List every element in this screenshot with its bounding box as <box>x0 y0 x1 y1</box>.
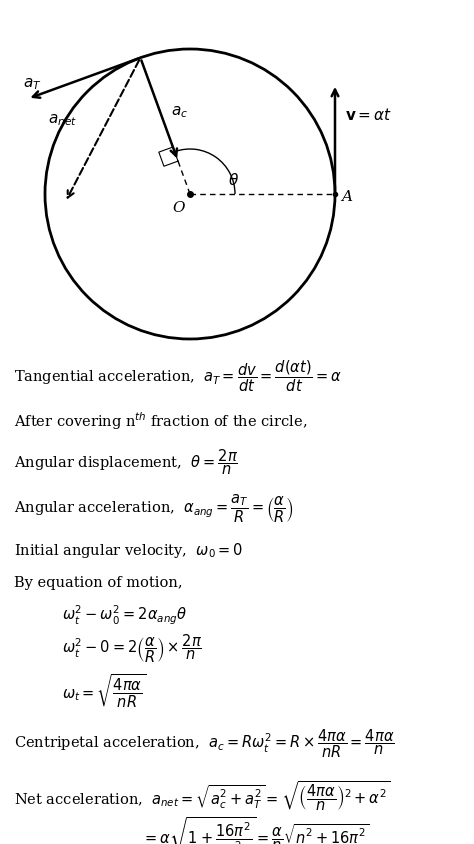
Text: By equation of motion,: By equation of motion, <box>14 576 183 589</box>
Text: Net acceleration,  $a_{net} = \sqrt{a_c^2 + a_T^2} = \sqrt{\left(\dfrac{4\pi\alp: Net acceleration, $a_{net} = \sqrt{a_c^2… <box>14 778 391 812</box>
Text: $a_T$: $a_T$ <box>23 77 41 92</box>
Text: $= \alpha\sqrt{1 + \dfrac{16\pi^2}{n^2}} = \dfrac{\alpha}{n}\sqrt{n^2 + 16\pi^2}: $= \alpha\sqrt{1 + \dfrac{16\pi^2}{n^2}}… <box>142 814 369 844</box>
Text: A: A <box>341 190 352 203</box>
Text: $\omega_t^2 - \omega_0^2 = 2\alpha_{ang}\theta$: $\omega_t^2 - \omega_0^2 = 2\alpha_{ang}… <box>62 603 187 626</box>
Text: $\mathbf{v} = \alpha t$: $\mathbf{v} = \alpha t$ <box>345 107 392 123</box>
Text: $\omega_t = \sqrt{\dfrac{4\pi\alpha}{nR}}$: $\omega_t = \sqrt{\dfrac{4\pi\alpha}{nR}… <box>62 672 146 709</box>
Text: $\theta$: $\theta$ <box>228 172 239 187</box>
Text: Initial angular velocity,  $\omega_0 = 0$: Initial angular velocity, $\omega_0 = 0$ <box>14 541 244 560</box>
Text: Angular displacement,  $\theta = \dfrac{2\pi}{n}$: Angular displacement, $\theta = \dfrac{2… <box>14 447 238 476</box>
Text: $a_{net}$: $a_{net}$ <box>48 111 77 127</box>
Text: $a_c$: $a_c$ <box>171 105 188 120</box>
Text: $\omega_t^2 - 0 = 2\left(\dfrac{\alpha}{R}\right) \times \dfrac{2\pi}{n}$: $\omega_t^2 - 0 = 2\left(\dfrac{\alpha}{… <box>62 632 202 664</box>
Text: After covering n$^{th}$ fraction of the circle,: After covering n$^{th}$ fraction of the … <box>14 409 308 431</box>
Text: O: O <box>172 201 184 214</box>
Text: Angular acceleration,  $\alpha_{ang} = \dfrac{a_T}{R} = \left(\dfrac{\alpha}{R}\: Angular acceleration, $\alpha_{ang} = \d… <box>14 492 294 524</box>
Text: Centripetal acceleration,  $a_c = R\omega_t^2 = R \times \dfrac{4\pi\alpha}{nR} : Centripetal acceleration, $a_c = R\omega… <box>14 727 395 759</box>
Text: Tangential acceleration,  $a_T = \dfrac{dv}{dt} = \dfrac{d(\alpha t)}{dt} = \alp: Tangential acceleration, $a_T = \dfrac{d… <box>14 358 342 393</box>
